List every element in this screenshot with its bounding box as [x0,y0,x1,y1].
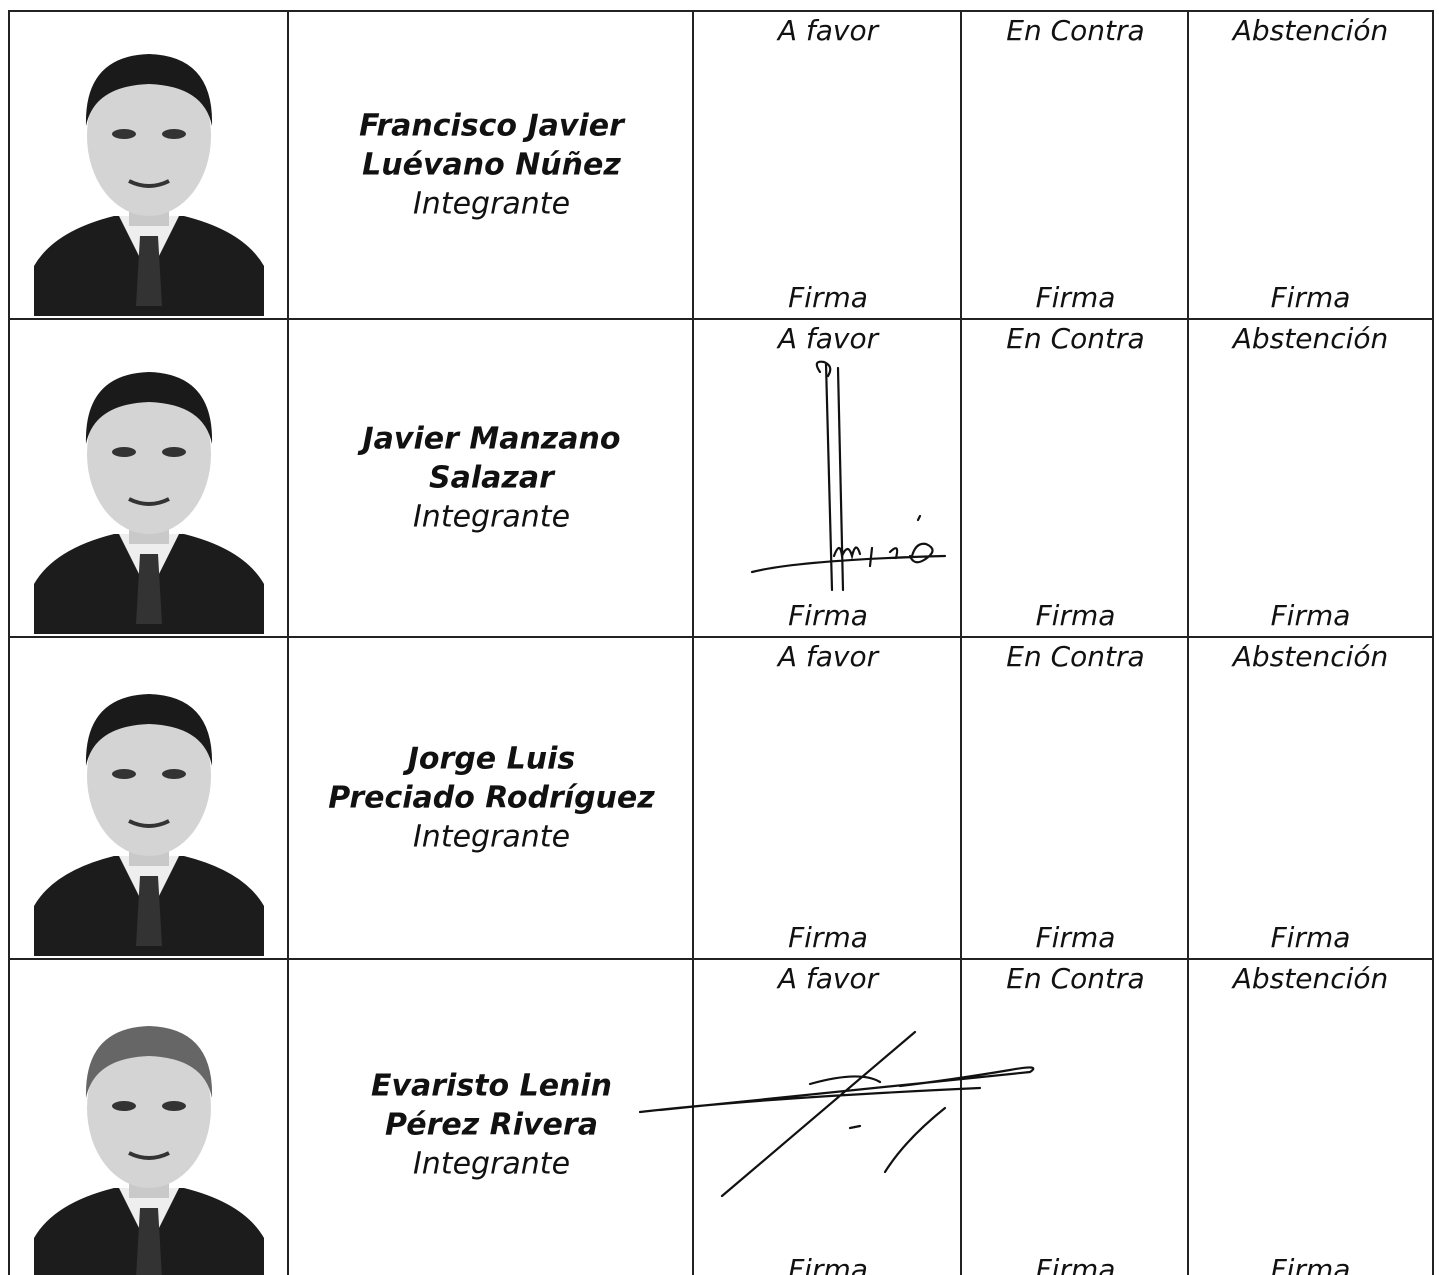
vote-option: A favor [777,640,879,673]
photo-cell [8,958,289,1275]
vote-cell: A favor Firma [692,10,962,318]
member-photo [34,54,264,316]
signature-label: Firma [1035,281,1116,314]
member-name: Pérez Rivera [385,1107,598,1143]
vote-cell: Abstención Firma [1187,636,1434,958]
member-name: Jorge Luis [407,741,576,777]
photo-cell [8,636,289,958]
member-role: Integrante [412,499,571,535]
vote-cell: En Contra Firma [960,318,1189,636]
vote-option: Abstención [1232,640,1389,673]
photo-cell [8,318,289,636]
signature-label: Firma [1270,1253,1351,1275]
member-name: Luévano Núñez [362,147,621,183]
member-block: Javier Manzano Salazar Integrante [289,420,694,537]
vote-option: En Contra [1006,962,1145,995]
signature-label: Firma [1270,281,1351,314]
name-cell: Francisco Javier Luévano Núñez Integrante [287,10,694,318]
member-name: Javier Manzano [362,421,621,457]
member-block: Francisco Javier Luévano Núñez Integrante [289,107,694,224]
member-photo [34,372,264,634]
vote-option: A favor [777,322,879,355]
name-cell: Javier Manzano Salazar Integrante [287,318,694,636]
member-role: Integrante [412,1146,571,1182]
member-name: Salazar [429,460,554,496]
vote-cell: En Contra Firma [960,636,1189,958]
vote-option: Abstención [1232,322,1389,355]
photo-cell [8,10,289,318]
vote-cell: A favor Firma [692,318,962,636]
signature-label: Firma [1270,599,1351,632]
signature-label: Firma [1035,599,1116,632]
signature-label: Firma [1035,921,1116,954]
member-name: Francisco Javier [359,108,624,144]
signature-label: Firma [1270,921,1351,954]
vote-option: Abstención [1232,962,1389,995]
signature-label: Firma [788,281,868,314]
member-name: Evaristo Lenin [370,1068,613,1104]
name-cell: Evaristo Lenin Pérez Rivera Integrante [287,958,694,1275]
member-role: Integrante [412,819,571,855]
member-block: Evaristo Lenin Pérez Rivera Integrante [289,1067,694,1184]
vote-cell: Abstención Firma [1187,318,1434,636]
vote-cell: En Contra Firma [960,958,1189,1275]
name-cell: Jorge Luis Preciado Rodríguez Integrante [287,636,694,958]
vote-cell: A favor Firma [692,636,962,958]
vote-option: Abstención [1232,14,1389,47]
vote-option: En Contra [1006,14,1145,47]
signature-label: Firma [788,1253,868,1275]
vote-option: En Contra [1006,640,1145,673]
member-photo [34,1026,264,1275]
member-block: Jorge Luis Preciado Rodríguez Integrante [289,740,694,857]
signature-label: Firma [788,599,868,632]
vote-cell: En Contra Firma [960,10,1189,318]
member-photo [34,694,264,956]
signature-label: Firma [788,921,868,954]
member-role: Integrante [412,186,571,222]
vote-option: A favor [777,14,879,47]
signature-label: Firma [1035,1253,1116,1275]
vote-cell: Abstención Firma [1187,10,1434,318]
member-name: Preciado Rodríguez [328,780,655,816]
vote-cell: Abstención Firma [1187,958,1434,1275]
vote-option: En Contra [1006,322,1145,355]
vote-cell: A favor Firma [692,958,962,1275]
vote-option: A favor [777,962,879,995]
